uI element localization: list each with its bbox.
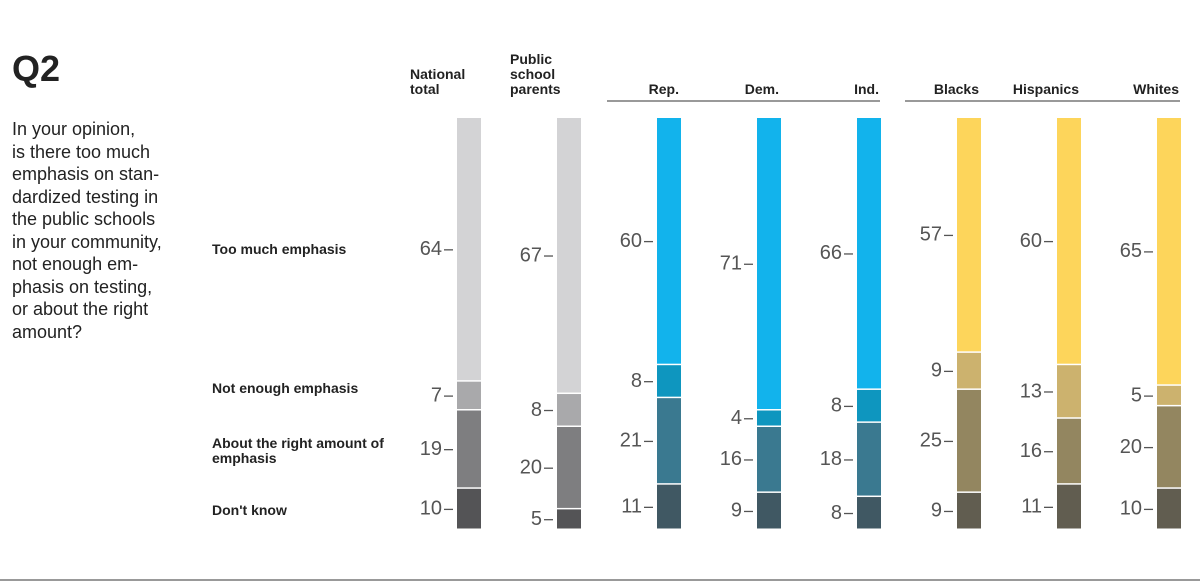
bar-segment (957, 352, 981, 389)
bar-segment (1057, 365, 1081, 418)
value-label: 9 (931, 500, 942, 522)
row-label: Not enough emphasis (212, 380, 359, 396)
value-label: 8 (831, 502, 842, 524)
value-label: 9 (931, 360, 942, 382)
bar-segment (757, 427, 781, 492)
value-label: 60 (620, 230, 642, 252)
bar-segment (557, 394, 581, 426)
bar-segment (557, 118, 581, 393)
value-label: 8 (831, 395, 842, 417)
value-label: 19 (420, 438, 442, 460)
value-label: 5 (1131, 384, 1142, 406)
bar-segment (857, 389, 881, 422)
question-line: in your community, (12, 231, 162, 252)
value-label: 71 (720, 253, 742, 275)
bar-segment (657, 484, 681, 529)
question-line: the public schools (12, 209, 156, 229)
bar-segment (557, 427, 581, 508)
bar-segment (757, 410, 781, 426)
column-header: Ind. (854, 81, 879, 97)
question-line: amount? (12, 321, 83, 342)
value-label: 7 (431, 384, 442, 406)
bar-segment (1057, 418, 1081, 484)
bar-segment (1057, 484, 1081, 529)
bar-segment (457, 381, 481, 410)
column-header: Dem. (744, 81, 779, 97)
row-label: Don't know (212, 502, 287, 518)
bar-segment (657, 118, 681, 364)
question-line: dardized testing in (12, 186, 159, 207)
value-label: 5 (531, 508, 542, 530)
bar-segment (957, 118, 981, 352)
title: Q2 (12, 48, 61, 89)
question-line: not enough em- (12, 254, 139, 274)
value-label: 9 (731, 500, 742, 522)
bar-segment (757, 118, 781, 410)
bar-segment (457, 410, 481, 488)
bar-segment (857, 422, 881, 496)
bar-segment (457, 488, 481, 529)
column-header: Rep. (648, 81, 679, 97)
value-label: 66 (820, 242, 842, 264)
value-label: 16 (720, 448, 742, 470)
value-label: 13 (1020, 380, 1042, 402)
bar-segment (1057, 118, 1081, 364)
value-label: 11 (621, 496, 642, 518)
question-line: phasis on testing, (12, 276, 153, 297)
bar-segment (957, 492, 981, 529)
question: In your opinion, is there too much emphasi… (12, 118, 162, 343)
value-label: 60 (1020, 230, 1042, 252)
bar-segment (457, 118, 481, 381)
value-label: 64 (420, 238, 442, 260)
value-label: 20 (1120, 436, 1142, 458)
question-line: emphasis on stan- (12, 164, 160, 184)
bar-segment (1157, 488, 1181, 529)
question-line: In your opinion, (12, 119, 136, 139)
value-label: 8 (631, 370, 642, 392)
bar-segment (857, 118, 881, 389)
value-label: 10 (1120, 498, 1142, 520)
bar-segment (957, 389, 981, 492)
value-label: 21 (620, 430, 642, 452)
bar-segment (757, 492, 781, 529)
value-label: 18 (820, 448, 842, 470)
value-label: 20 (520, 456, 542, 478)
value-label: 10 (420, 498, 442, 520)
bar-segment (1157, 118, 1181, 385)
bar-segment (557, 509, 581, 529)
question-line: is there too much (12, 141, 151, 162)
value-label: 65 (1120, 240, 1142, 262)
value-label: 67 (520, 244, 542, 266)
row-label: About the right amount of emphasis (212, 435, 384, 466)
value-label: 4 (731, 407, 742, 429)
bar-segment (1157, 385, 1181, 405)
bar-segment (857, 497, 881, 529)
bar-segment (657, 398, 681, 484)
value-label: 25 (920, 430, 942, 452)
column-header: National total (410, 66, 466, 97)
bar-segment (657, 365, 681, 397)
value-label: 57 (920, 224, 942, 246)
column-header: Whites (1133, 81, 1179, 97)
bar-segment (1157, 406, 1181, 488)
row-label: Too much emphasis (212, 241, 347, 257)
column-header: Public school parents (510, 51, 561, 97)
question-line: or about the right (12, 299, 149, 319)
column-header: Hispanics (1012, 81, 1079, 97)
value-label: 16 (1020, 440, 1042, 462)
column-header: Blacks (933, 81, 979, 97)
value-label: 8 (531, 399, 542, 421)
value-label: 11 (1021, 496, 1042, 518)
